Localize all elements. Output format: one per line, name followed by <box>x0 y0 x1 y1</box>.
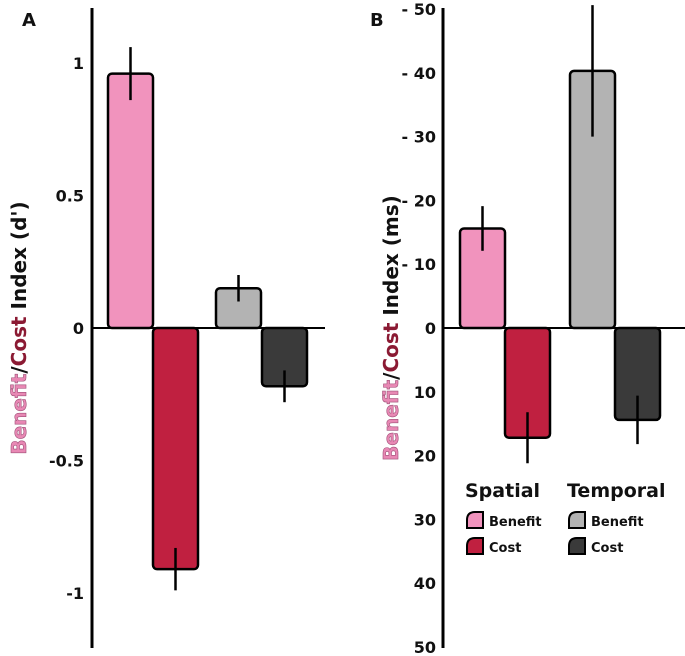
legend-title: Temporal <box>567 480 665 502</box>
y-axis-label-part: Index (ms) <box>379 195 403 322</box>
legend-swatch-icon <box>466 511 484 529</box>
y-tick-label: 40 <box>414 574 436 593</box>
legend-item-label: Benefit <box>489 515 542 530</box>
y-tick-label: 0 <box>73 319 84 338</box>
bar-spatial-benefit <box>106 72 155 330</box>
legend-title: Spatial <box>465 480 540 502</box>
y-tick-label: - 30 <box>402 128 436 147</box>
y-axis-label-part: Benefit <box>7 373 31 454</box>
y-axis-label-part: Index (d') <box>7 201 31 316</box>
y-tick-label: - 50 <box>402 0 436 19</box>
panel-a: A 1 0.5 0 -0.5 -1 Benefit/Cost Index (d') <box>7 8 325 648</box>
bar-spatial-cost <box>151 326 200 571</box>
y-tick-label: - 20 <box>402 191 436 210</box>
y-tick-label: 30 <box>414 510 436 529</box>
legend-item-label: Benefit <box>591 515 644 530</box>
legend-item-label: Cost <box>489 541 521 556</box>
y-axis-label-part: / <box>7 366 31 374</box>
y-tick-label: 50 <box>414 638 436 656</box>
y-axis-label-part: Cost <box>7 316 31 366</box>
legend-item-label: Cost <box>591 541 623 556</box>
legend-swatch-icon <box>568 511 586 529</box>
y-axis-label: Benefit/Cost Index (ms) <box>379 195 403 461</box>
legend-swatch-icon <box>568 537 586 555</box>
y-tick-label: - 10 <box>402 255 436 274</box>
y-tick-label: -1 <box>66 584 84 603</box>
panel-b: B- 50- 40- 30- 20- 1001020304050Benefit/… <box>370 0 685 656</box>
panel-label: A <box>22 10 36 31</box>
y-tick-label: -0.5 <box>49 452 84 471</box>
legend: Spatial Benefit Cost Temporal Benefit Cost <box>465 480 665 556</box>
y-axis-label-part: Cost <box>379 322 403 372</box>
legend-swatch-icon <box>466 537 484 555</box>
y-tick-label: 0 <box>425 319 436 338</box>
y-tick-label: 20 <box>414 447 436 466</box>
y-tick-label: 10 <box>414 383 436 402</box>
y-tick-label: - 40 <box>402 64 436 83</box>
y-tick-label: 1 <box>73 54 84 73</box>
y-axis-label: Benefit/Cost Index (d') <box>7 201 31 454</box>
panel-label: B <box>370 10 384 31</box>
y-axis-label-part: Benefit <box>379 379 403 460</box>
y-axis-label-part: / <box>379 372 403 380</box>
y-tick-label: 0.5 <box>56 187 84 206</box>
